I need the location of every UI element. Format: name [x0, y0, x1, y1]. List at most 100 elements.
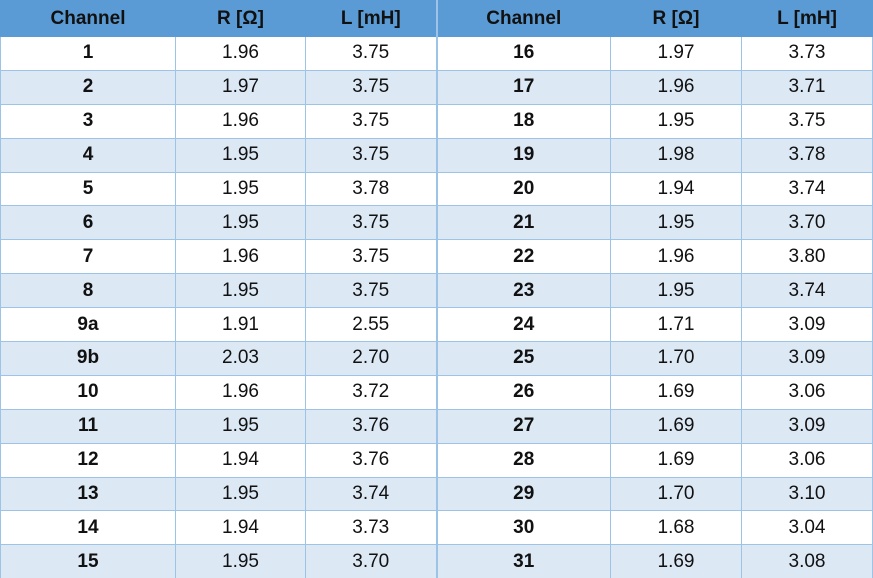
- value-cell: 1.69: [610, 374, 742, 410]
- value-cell: 2.70: [305, 341, 437, 376]
- value-cell: 3.75: [305, 103, 437, 139]
- table-row: 10 1.96 3.72 26 1.69 3.06: [0, 374, 873, 410]
- table-row: 4 1.95 3.75 19 1.98 3.78: [0, 137, 873, 173]
- channel-cell: 12: [0, 442, 176, 478]
- value-cell: 1.94: [175, 510, 306, 546]
- value-cell: 1.91: [175, 307, 306, 343]
- table-row: 8 1.95 3.75 23 1.95 3.74: [0, 273, 873, 309]
- value-cell: 3.75: [305, 205, 437, 241]
- value-cell: 3.75: [305, 36, 437, 71]
- value-cell: 1.71: [610, 307, 742, 343]
- table-row: 13 1.95 3.74 29 1.70 3.10: [0, 476, 873, 512]
- value-cell: 1.98: [610, 137, 742, 173]
- value-cell: 3.78: [741, 137, 873, 173]
- channel-cell: 31: [435, 544, 611, 578]
- value-cell: 3.74: [305, 476, 437, 512]
- value-cell: 1.70: [610, 476, 742, 512]
- channel-cell: 30: [435, 510, 611, 546]
- value-cell: 2.55: [305, 307, 437, 343]
- channel-cell: 15: [0, 544, 176, 578]
- channel-cell: 17: [435, 69, 611, 105]
- value-cell: 3.74: [741, 171, 873, 207]
- value-cell: 1.95: [175, 205, 306, 241]
- value-cell: 1.95: [610, 103, 742, 139]
- value-cell: 3.73: [741, 36, 873, 71]
- table-row: 11 1.95 3.76 27 1.69 3.09: [0, 408, 873, 444]
- channel-cell: 27: [435, 408, 611, 444]
- column-header: L [mH]: [305, 0, 437, 37]
- value-cell: 3.75: [741, 103, 873, 139]
- value-cell: 1.95: [610, 273, 742, 309]
- value-cell: 2.03: [175, 341, 306, 376]
- channel-cell: 3: [0, 103, 176, 139]
- channel-cell: 24: [435, 307, 611, 343]
- table-row: 9b 2.03 2.70 25 1.70 3.09: [0, 341, 873, 376]
- value-cell: 3.09: [741, 408, 873, 444]
- value-cell: 1.95: [175, 137, 306, 173]
- channel-cell: 21: [435, 205, 611, 241]
- table-row: 7 1.96 3.75 22 1.96 3.80: [0, 239, 873, 275]
- value-cell: 1.95: [175, 544, 306, 578]
- value-cell: 1.94: [175, 442, 306, 478]
- channel-cell: 10: [0, 374, 176, 410]
- value-cell: 3.78: [305, 171, 437, 207]
- value-cell: 3.08: [741, 544, 873, 578]
- channel-cell: 22: [435, 239, 611, 275]
- table-row: 2 1.97 3.75 17 1.96 3.71: [0, 69, 873, 105]
- column-header: R [Ω]: [175, 0, 306, 37]
- channel-cell: 26: [435, 374, 611, 410]
- value-cell: 3.75: [305, 69, 437, 105]
- value-cell: 3.70: [305, 544, 437, 578]
- channel-cell: 29: [435, 476, 611, 512]
- channel-cell: 1: [0, 36, 176, 71]
- column-header: R [Ω]: [610, 0, 742, 37]
- value-cell: 1.95: [175, 476, 306, 512]
- value-cell: 3.06: [741, 442, 873, 478]
- value-cell: 1.95: [175, 273, 306, 309]
- value-cell: 3.76: [305, 442, 437, 478]
- value-cell: 1.97: [610, 36, 742, 71]
- channel-cell: 6: [0, 205, 176, 241]
- value-cell: 3.76: [305, 408, 437, 444]
- value-cell: 3.75: [305, 137, 437, 173]
- table-row: 1 1.96 3.75 16 1.97 3.73: [0, 36, 873, 71]
- channel-cell: 14: [0, 510, 176, 546]
- channel-cell: 9b: [0, 341, 176, 376]
- channel-cell: 23: [435, 273, 611, 309]
- value-cell: 1.95: [610, 205, 742, 241]
- channel-cell: 25: [435, 341, 611, 376]
- channel-cell: 8: [0, 273, 176, 309]
- value-cell: 1.96: [610, 239, 742, 275]
- value-cell: 1.96: [175, 36, 306, 71]
- value-cell: 1.69: [610, 544, 742, 578]
- channel-cell: 28: [435, 442, 611, 478]
- channel-cell: 20: [435, 171, 611, 207]
- value-cell: 1.95: [175, 171, 306, 207]
- channel-cell: 5: [0, 171, 176, 207]
- value-cell: 3.75: [305, 239, 437, 275]
- channel-cell: 2: [0, 69, 176, 105]
- channel-cell: 9a: [0, 307, 176, 343]
- value-cell: 1.96: [175, 374, 306, 410]
- column-header: L [mH]: [741, 0, 873, 37]
- value-cell: 1.96: [610, 69, 742, 105]
- value-cell: 3.80: [741, 239, 873, 275]
- channel-cell: 4: [0, 137, 176, 173]
- channel-cell: 11: [0, 408, 176, 444]
- value-cell: 3.04: [741, 510, 873, 546]
- table-row: 6 1.95 3.75 21 1.95 3.70: [0, 205, 873, 241]
- value-cell: 3.75: [305, 273, 437, 309]
- value-cell: 1.96: [175, 239, 306, 275]
- value-cell: 3.71: [741, 69, 873, 105]
- column-header: Channel: [435, 0, 611, 37]
- value-cell: 1.96: [175, 103, 306, 139]
- value-cell: 1.70: [610, 341, 742, 376]
- channel-cell: 18: [435, 103, 611, 139]
- column-header: Channel: [0, 0, 176, 37]
- value-cell: 1.97: [175, 69, 306, 105]
- table-row: 14 1.94 3.73 30 1.68 3.04: [0, 510, 873, 546]
- value-cell: 1.69: [610, 408, 742, 444]
- value-cell: 3.74: [741, 273, 873, 309]
